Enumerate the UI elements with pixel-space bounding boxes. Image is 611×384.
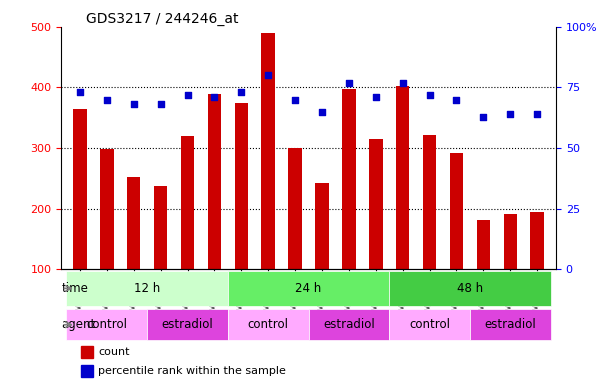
Bar: [450, 153, 463, 269]
Bar: [67, 309, 147, 340]
Bar: [262, 33, 275, 269]
Bar: [369, 139, 382, 269]
Point: [290, 96, 300, 103]
Bar: [396, 86, 409, 269]
Bar: [470, 309, 551, 340]
Point: [183, 92, 192, 98]
Point: [478, 114, 488, 120]
Text: GDS3217 / 244246_at: GDS3217 / 244246_at: [86, 12, 238, 26]
Text: agent: agent: [62, 318, 96, 331]
Text: estradiol: estradiol: [162, 318, 213, 331]
Text: control: control: [409, 318, 450, 331]
Bar: [315, 183, 329, 269]
Point: [75, 89, 85, 95]
Text: control: control: [86, 318, 127, 331]
Point: [532, 111, 542, 117]
Bar: [154, 186, 167, 269]
Text: percentile rank within the sample: percentile rank within the sample: [98, 366, 286, 376]
Bar: [81, 346, 93, 358]
Text: count: count: [98, 347, 130, 357]
Point: [344, 79, 354, 86]
Text: 24 h: 24 h: [296, 282, 321, 295]
Bar: [503, 214, 517, 269]
Text: estradiol: estradiol: [485, 318, 536, 331]
Point: [236, 89, 246, 95]
Bar: [100, 149, 114, 269]
Bar: [208, 94, 221, 269]
Point: [129, 101, 139, 108]
Bar: [235, 103, 248, 269]
Bar: [73, 109, 87, 269]
Point: [398, 79, 408, 86]
Bar: [181, 136, 194, 269]
Point: [505, 111, 515, 117]
Point: [156, 101, 166, 108]
Bar: [309, 309, 389, 340]
Bar: [228, 309, 309, 340]
Point: [210, 94, 219, 100]
Text: time: time: [62, 282, 89, 295]
Bar: [228, 271, 389, 306]
Text: 48 h: 48 h: [457, 282, 483, 295]
Point: [263, 72, 273, 78]
Point: [371, 94, 381, 100]
Point: [102, 96, 112, 103]
Bar: [127, 177, 141, 269]
Bar: [288, 148, 302, 269]
Text: estradiol: estradiol: [323, 318, 375, 331]
Bar: [147, 309, 228, 340]
Text: 12 h: 12 h: [134, 282, 160, 295]
Bar: [81, 365, 93, 377]
Bar: [389, 309, 470, 340]
Point: [425, 92, 434, 98]
Bar: [389, 271, 551, 306]
Bar: [477, 220, 490, 269]
Text: control: control: [247, 318, 289, 331]
Bar: [67, 271, 228, 306]
Bar: [530, 212, 544, 269]
Point: [452, 96, 461, 103]
Point: [317, 109, 327, 115]
Bar: [423, 135, 436, 269]
Bar: [342, 89, 356, 269]
